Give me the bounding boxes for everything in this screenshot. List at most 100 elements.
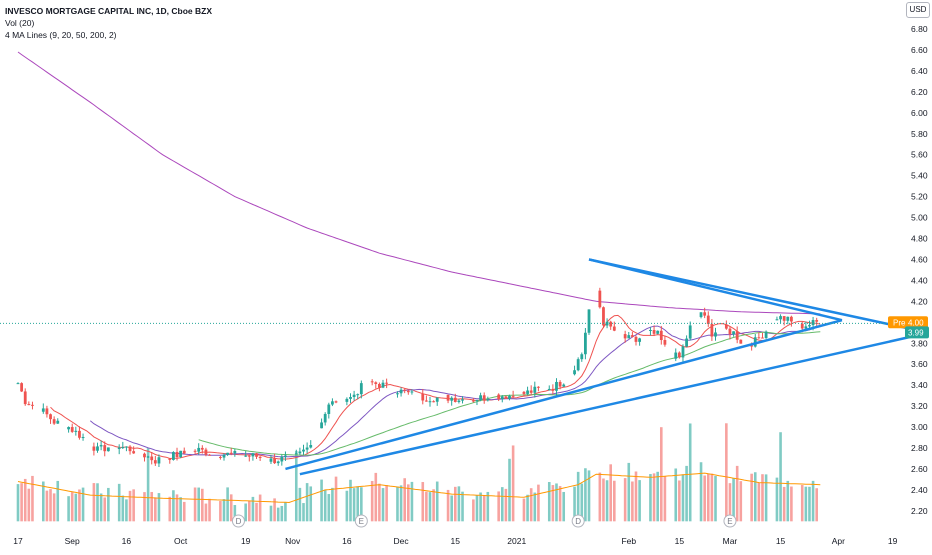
candle[interactable] <box>753 337 757 347</box>
candle[interactable] <box>121 447 125 449</box>
candle[interactable] <box>500 396 504 400</box>
candle[interactable] <box>67 427 70 430</box>
candle[interactable] <box>450 397 454 401</box>
candle[interactable] <box>226 452 230 455</box>
candle[interactable] <box>714 332 717 337</box>
candle[interactable] <box>356 394 360 396</box>
trendline[interactable] <box>285 318 843 471</box>
candle[interactable] <box>251 453 255 457</box>
candle[interactable] <box>331 401 334 405</box>
candle[interactable] <box>204 449 208 455</box>
candle[interactable] <box>775 319 779 321</box>
candle[interactable] <box>309 445 313 448</box>
candle[interactable] <box>598 290 602 308</box>
candle[interactable] <box>638 338 642 342</box>
candle[interactable] <box>334 401 338 403</box>
event-marker-e[interactable] <box>723 514 737 528</box>
volume-indicator-label[interactable]: Vol (20) <box>5 18 35 28</box>
candle[interactable] <box>16 383 20 385</box>
candle[interactable] <box>349 397 352 399</box>
candle[interactable] <box>605 321 609 326</box>
candle[interactable] <box>45 408 49 415</box>
candle[interactable] <box>724 324 728 329</box>
candle[interactable] <box>504 396 508 399</box>
currency-label[interactable]: USD <box>906 2 930 18</box>
candle[interactable] <box>258 456 262 458</box>
candle[interactable] <box>432 401 436 403</box>
candle[interactable] <box>685 338 688 347</box>
candle[interactable] <box>421 393 425 401</box>
candle[interactable] <box>435 397 439 402</box>
candle[interactable] <box>284 455 287 457</box>
candle[interactable] <box>471 400 475 402</box>
candle[interactable] <box>533 386 537 393</box>
candle[interactable] <box>587 309 591 333</box>
candle[interactable] <box>537 386 540 388</box>
candle[interactable] <box>703 312 707 316</box>
candle[interactable] <box>298 451 302 454</box>
candle[interactable] <box>157 457 161 464</box>
candle[interactable] <box>446 394 450 401</box>
candle[interactable] <box>732 331 735 335</box>
candle[interactable] <box>522 391 526 394</box>
candle[interactable] <box>508 395 511 399</box>
candle[interactable] <box>208 454 211 456</box>
candle[interactable] <box>627 335 631 339</box>
candle[interactable] <box>453 397 457 402</box>
candle[interactable] <box>710 323 714 337</box>
candle[interactable] <box>424 400 428 402</box>
candle[interactable] <box>153 460 157 464</box>
candle[interactable] <box>381 382 385 388</box>
candle[interactable] <box>81 437 85 439</box>
candle[interactable] <box>681 346 685 358</box>
candle[interactable] <box>511 395 515 397</box>
candle[interactable] <box>99 445 103 447</box>
candle[interactable] <box>294 453 298 455</box>
candle[interactable] <box>396 393 399 395</box>
candle[interactable] <box>558 381 562 387</box>
candle[interactable] <box>583 332 587 355</box>
candle[interactable] <box>320 422 323 429</box>
candle[interactable] <box>739 339 743 344</box>
candle[interactable] <box>602 307 605 326</box>
candle[interactable] <box>497 394 501 400</box>
candle[interactable] <box>688 325 692 339</box>
candle[interactable] <box>529 390 533 393</box>
candle[interactable] <box>706 315 710 324</box>
candle[interactable] <box>457 400 461 402</box>
candle[interactable] <box>461 399 464 401</box>
candle[interactable] <box>49 414 52 420</box>
candle[interactable] <box>70 427 74 432</box>
event-marker-d[interactable] <box>571 514 585 528</box>
candle[interactable] <box>555 381 558 391</box>
candle[interactable] <box>428 401 432 403</box>
candle[interactable] <box>399 389 403 394</box>
candle[interactable] <box>197 447 201 452</box>
candle[interactable] <box>385 382 389 384</box>
candle[interactable] <box>677 352 681 358</box>
candle[interactable] <box>547 388 551 391</box>
candle[interactable] <box>659 330 663 341</box>
candle[interactable] <box>786 316 790 321</box>
symbol-title[interactable]: INVESCO MORTGAGE CAPITAL INC, 1D, Cboe B… <box>5 6 213 16</box>
candle[interactable] <box>179 450 183 457</box>
trendline[interactable] <box>299 331 930 476</box>
candle[interactable] <box>78 430 81 438</box>
candle[interactable] <box>782 316 786 321</box>
candle[interactable] <box>125 446 128 448</box>
candle[interactable] <box>117 447 121 450</box>
candle[interactable] <box>103 445 107 452</box>
candle[interactable] <box>761 337 764 339</box>
candle[interactable] <box>41 408 45 412</box>
candle[interactable] <box>143 453 146 458</box>
candle[interactable] <box>323 413 327 423</box>
candle[interactable] <box>562 384 566 387</box>
candle[interactable] <box>244 455 248 457</box>
candle[interactable] <box>612 326 616 331</box>
candle[interactable] <box>815 320 819 322</box>
candle[interactable] <box>370 381 374 383</box>
candle[interactable] <box>27 404 31 406</box>
candle[interactable] <box>52 419 56 424</box>
candle[interactable] <box>634 336 638 342</box>
